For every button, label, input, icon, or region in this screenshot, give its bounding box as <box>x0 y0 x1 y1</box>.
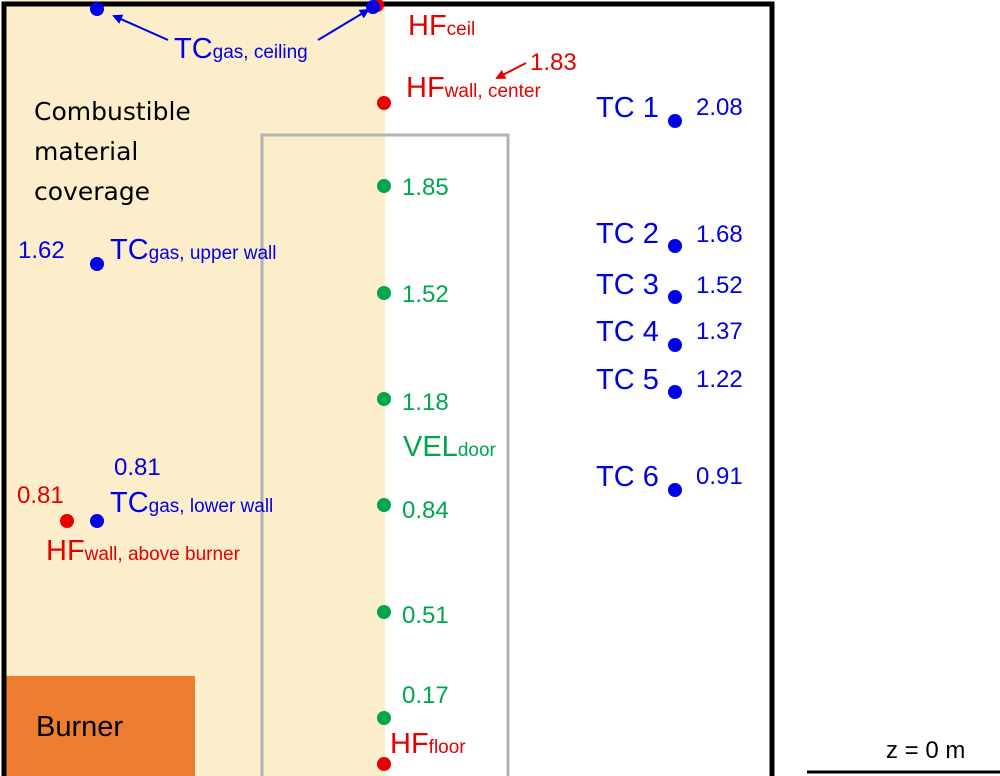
tc-tree-height: 1.52 <box>696 272 743 299</box>
hf-floor-sub: floor <box>428 737 466 758</box>
tc-gas-ceiling-sub: gas, ceiling <box>212 42 308 63</box>
hf-floor-main: HF <box>390 728 429 760</box>
doorway-outline <box>260 133 510 776</box>
vel-door-dot <box>377 392 391 406</box>
vel-door-height: 1.85 <box>402 174 449 201</box>
tc-tree-dot <box>668 483 682 497</box>
tc-tree-height: 0.91 <box>696 463 743 490</box>
vel-door-height: 1.52 <box>402 281 449 308</box>
combustible-coverage-label: Combustible material coverage <box>34 92 191 212</box>
hf-ceil-sub: ceil <box>446 19 476 40</box>
vel-door-dot <box>377 605 391 619</box>
tc-gas-ceiling-dot <box>90 2 104 16</box>
hf-floor-dot <box>377 757 391 771</box>
z-zero-label: z = 0 m <box>886 737 966 764</box>
tc-tree-dot <box>668 239 682 253</box>
hf-wall-above-burner-value: 0.81 <box>17 482 64 509</box>
hf-wall-center-value: 1.83 <box>530 49 577 76</box>
tc-gas-lower-wall-main: TC <box>110 487 149 519</box>
tc-tree-name: TC 1 <box>596 92 659 124</box>
tc-tree-height: 1.37 <box>696 318 743 345</box>
compartment-walls <box>1 1 775 776</box>
hf-ceil-main: HF <box>408 10 447 42</box>
hf-wall-above-burner-sub: wall, above burner <box>84 544 240 565</box>
tc-gas-upper-wall-sub: gas, upper wall <box>148 243 277 264</box>
hf-ceil-label: HFceil <box>408 12 475 41</box>
combustible-line-1: Combustible <box>34 97 191 126</box>
hf-wall-center-main: HF <box>406 72 445 104</box>
tc-tree-dot <box>668 385 682 399</box>
hf-wall-above-burner-dot <box>60 514 74 528</box>
tc-gas-upper-wall-main: TC <box>110 234 149 266</box>
tc-gas-ceiling-label: TCgas, ceiling <box>174 35 308 64</box>
tc-gas-ceiling-main: TC <box>174 33 213 65</box>
vel-door-height: 0.17 <box>402 682 449 709</box>
vel-door-height: 0.84 <box>402 497 449 524</box>
tc-gas-lower-wall-sub: gas, lower wall <box>148 496 274 517</box>
tc-gas-ceiling-dot <box>366 0 380 14</box>
tc-tree-height: 1.68 <box>696 221 743 248</box>
tc-gas-upper-wall-dot <box>90 257 104 271</box>
tc-tree-dot <box>668 290 682 304</box>
hf-wall-above-burner-label: HFwall, above burner <box>46 537 240 566</box>
vel-door-dot <box>377 179 391 193</box>
tc-tree-dot <box>668 114 682 128</box>
hf-wall-center-sub: wall, center <box>444 81 541 102</box>
vel-door-dot <box>377 498 391 512</box>
vel-door-main: VEL <box>403 431 458 463</box>
ceiling-arrow-right <box>317 8 370 41</box>
burner-box <box>4 676 195 776</box>
vel-door-height: 0.51 <box>402 602 449 629</box>
hf-floor-label: HFfloor <box>390 730 466 759</box>
tc-gas-lower-wall-label: TCgas, lower wall <box>110 489 273 518</box>
hf-wall-center-dot <box>377 96 391 110</box>
burner-label: Burner <box>36 711 124 743</box>
combustible-line-3: coverage <box>34 177 151 206</box>
ceiling-arrow-left <box>112 14 169 41</box>
tc-gas-lower-wall-dot <box>90 514 104 528</box>
tc-tree-name: TC 6 <box>596 461 659 493</box>
tc-tree-name: TC 3 <box>596 269 659 301</box>
tc-gas-lower-wall-value: 0.81 <box>114 454 161 481</box>
tc-tree-dot <box>668 338 682 352</box>
tc-gas-upper-wall-label: TCgas, upper wall <box>110 236 276 265</box>
tc-tree-name: TC 5 <box>596 364 659 396</box>
hf-wall-center-label: HFwall, center <box>406 74 541 103</box>
tc-tree-height: 2.08 <box>696 94 743 121</box>
vel-door-dot <box>377 711 391 725</box>
vel-door-height: 1.18 <box>402 389 449 416</box>
hf-wall-above-burner-main: HF <box>46 535 85 567</box>
vel-door-dot <box>377 286 391 300</box>
vel-door-label: VELdoor <box>403 433 496 462</box>
combustible-line-2: material <box>34 137 139 166</box>
tc-tree-height: 1.22 <box>696 366 743 393</box>
vel-door-sub: door <box>457 440 496 461</box>
combustible-coverage-area <box>4 0 385 776</box>
tc-tree-name: TC 4 <box>596 316 659 348</box>
hf-center-arrow <box>495 62 527 79</box>
tc-tree-name: TC 2 <box>596 218 659 250</box>
tc-gas-upper-wall-value: 1.62 <box>18 237 65 264</box>
